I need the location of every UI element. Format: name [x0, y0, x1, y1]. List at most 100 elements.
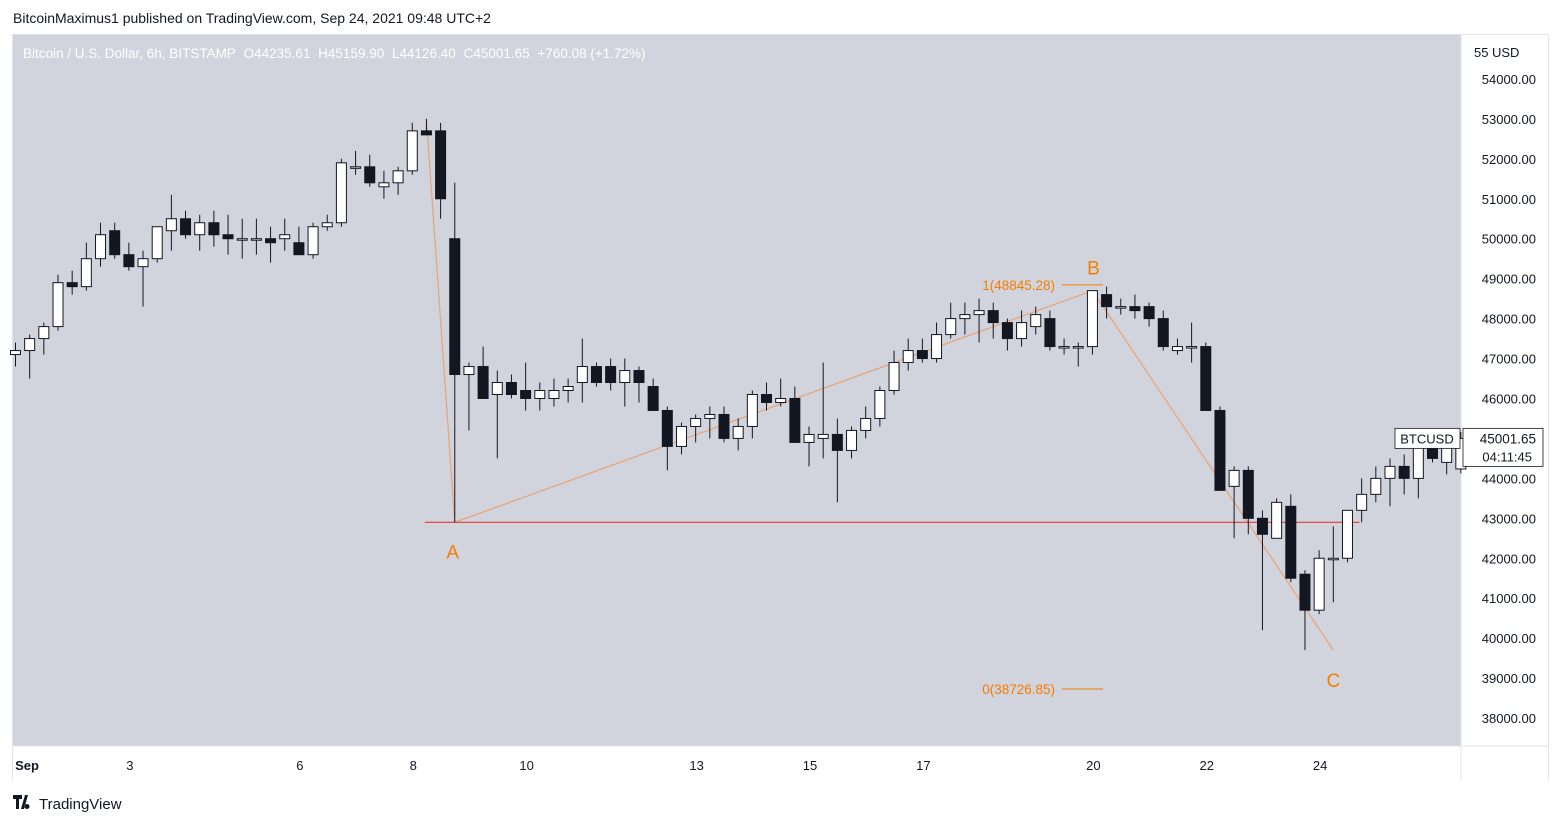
candle-body [534, 390, 546, 399]
candle-body [1228, 469, 1240, 487]
candle-body [690, 417, 702, 427]
x-tick-label: 15 [803, 758, 817, 773]
candle-body [619, 370, 631, 384]
candle-body [52, 282, 64, 328]
candle-body [222, 234, 234, 240]
candle-body [1256, 517, 1268, 535]
y-tick-label: 40000.00 [1482, 631, 1536, 646]
y-tick-label: 39000.00 [1482, 671, 1536, 686]
candle-body [80, 258, 92, 288]
y-tick-label: 47000.00 [1482, 352, 1536, 367]
y-tick-partial: 55 [1474, 45, 1488, 60]
candle-body [775, 397, 787, 403]
abc-wave-line [454, 290, 1093, 523]
candle-body [1214, 409, 1226, 491]
y-tick-label: 43000.00 [1482, 511, 1536, 526]
x-tick-label: 24 [1313, 758, 1327, 773]
footer-brand[interactable]: TradingView [13, 795, 122, 813]
candle-body [505, 382, 517, 395]
candle-body [137, 258, 149, 268]
time-axis [13, 746, 1548, 780]
candle-body [1356, 493, 1368, 511]
candle-body [236, 238, 248, 241]
wave-label-c: C [1326, 671, 1340, 692]
candle-body [321, 222, 333, 228]
x-tick-label: 10 [519, 758, 533, 773]
candle-body [1200, 346, 1212, 411]
legend-high: H45159.90 [318, 46, 385, 61]
candle-body [1058, 346, 1070, 349]
candle-body [761, 393, 773, 403]
symbol-legend: Bitcoin / U.S. Dollar, 6h, BITSTAMP O442… [23, 46, 650, 61]
candle-body [902, 350, 914, 364]
candle-body [1129, 306, 1141, 312]
candle-body [420, 130, 432, 136]
legend-close: C45001.65 [463, 46, 530, 61]
candle-body [307, 226, 319, 256]
y-tick-label: 51000.00 [1482, 192, 1536, 207]
candle-body [520, 390, 532, 399]
candle-body [661, 409, 673, 447]
last-price-value: 45001.65 [1480, 431, 1536, 446]
publisher-line: BitcoinMaximus1 published on TradingView… [13, 10, 491, 26]
candle-body [1327, 557, 1339, 561]
wave-label-a: A [446, 542, 459, 563]
candle-body [874, 390, 886, 419]
candle-body [831, 433, 843, 451]
candle-body [1341, 509, 1353, 559]
candle-body [1115, 306, 1127, 309]
candle-body [704, 413, 716, 419]
candle-body [576, 366, 588, 384]
last-price-tag [1462, 427, 1544, 467]
candle-body [973, 310, 985, 316]
candle-body [24, 338, 36, 352]
candle-body [1285, 505, 1297, 579]
candle-body [335, 162, 347, 224]
symbol-tag [1394, 427, 1461, 449]
x-tick-label: 22 [1200, 758, 1214, 773]
candle-body [562, 386, 574, 391]
tradingview-logo-icon [13, 795, 35, 813]
fib-level-label: 0(38726.85) [982, 682, 1055, 697]
x-tick-label: 8 [410, 758, 417, 773]
y-tick-label: 52000.00 [1482, 152, 1536, 167]
candle-body [449, 238, 461, 376]
candle-body [378, 182, 390, 188]
legend-open: O44235.61 [243, 46, 311, 61]
legend-symbol: Bitcoin / U.S. Dollar, 6h, BITSTAMP [23, 46, 236, 61]
candle-body [180, 218, 192, 236]
y-tick-label: 38000.00 [1482, 711, 1536, 726]
candle-body [1143, 306, 1155, 320]
candle-body [165, 218, 177, 232]
y-tick-label: 50000.00 [1482, 232, 1536, 247]
candle-body [477, 366, 489, 399]
candle-body [279, 234, 291, 240]
candle-body [364, 166, 376, 184]
candle-body [1044, 318, 1056, 348]
candle-body [888, 362, 900, 392]
y-tick-label: 41000.00 [1482, 591, 1536, 606]
candle-body [250, 238, 262, 241]
abc-wave-line [425, 118, 456, 523]
plot-area [13, 35, 1461, 746]
x-tick-label: Sep [15, 758, 39, 773]
candle-body [987, 310, 999, 324]
candle-body [718, 413, 730, 439]
candle-body [803, 433, 815, 443]
candle-body [208, 222, 220, 236]
candle-body [109, 230, 121, 256]
candle-body [1016, 322, 1028, 340]
candle-body [860, 417, 872, 431]
candle-body [633, 370, 645, 384]
candle-body [1157, 318, 1169, 348]
candle-body [293, 242, 305, 256]
candle-body [491, 382, 503, 395]
legend-low: L44126.40 [392, 46, 456, 61]
candle-body [1001, 322, 1013, 340]
x-tick-label: 6 [296, 758, 303, 773]
candle-body [590, 366, 602, 384]
candle-body [548, 390, 560, 399]
candle-body [1186, 346, 1198, 349]
axis-currency-label: USD [1492, 45, 1519, 60]
